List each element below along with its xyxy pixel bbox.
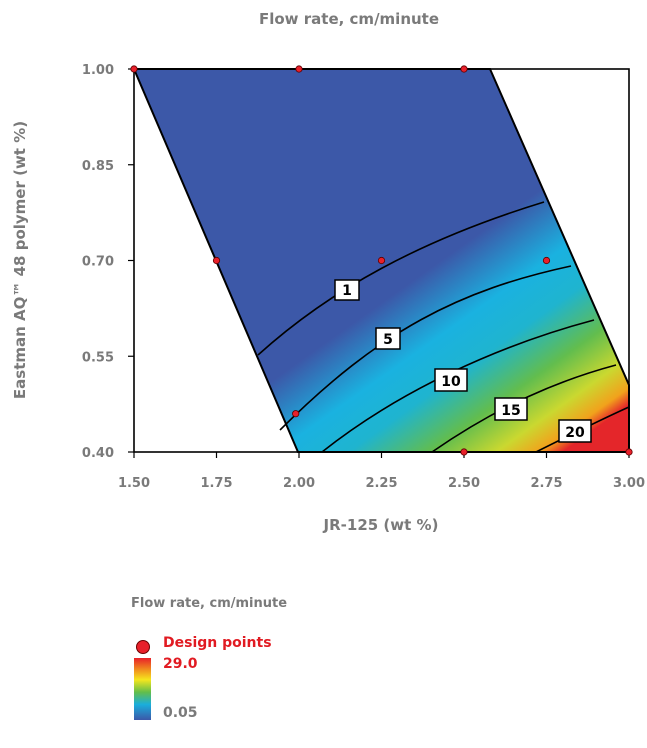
x-tick-label: 1.75 <box>200 476 232 491</box>
legend-title: Flow rate, cm/minute <box>131 596 288 611</box>
y-axis-title: Eastman AQ™ 48 polymer (wt %) <box>11 121 29 399</box>
svg-text:5: 5 <box>383 332 393 348</box>
svg-text:20: 20 <box>565 425 585 441</box>
y-tick-label: 0.55 <box>82 350 114 365</box>
x-tick-label: 3.00 <box>613 476 645 491</box>
design-point <box>377 256 386 265</box>
contour-1 <box>257 201 545 356</box>
design-point-marker-icon <box>136 640 150 654</box>
design-point <box>212 256 221 265</box>
x-tick-label: 2.50 <box>448 476 480 491</box>
colorbar <box>134 658 151 720</box>
legend-design-points-label: Design points <box>163 635 272 651</box>
contour-15 <box>431 364 617 452</box>
y-tick-label: 0.70 <box>82 255 114 270</box>
contour-label-10: 10 <box>434 368 468 392</box>
design-point <box>292 410 300 418</box>
contour-label-1: 1 <box>334 279 360 301</box>
svg-text:1: 1 <box>342 283 352 299</box>
y-tick-label: 0.40 <box>82 446 114 461</box>
x-tick-label: 2.25 <box>365 476 397 491</box>
design-point <box>460 448 468 456</box>
design-point <box>625 448 633 456</box>
y-tick-label: 1.00 <box>82 63 114 78</box>
svg-text:10: 10 <box>441 374 461 390</box>
design-points <box>130 65 633 456</box>
x-tick-label: 2.75 <box>530 476 562 491</box>
colorbar-min-label: 0.05 <box>163 705 198 721</box>
design-point <box>542 256 551 265</box>
x-tick-label: 1.50 <box>118 476 150 491</box>
y-tick-label: 0.85 <box>82 159 114 174</box>
svg-text:15: 15 <box>501 403 520 419</box>
x-axis-title: JR-125 (wt %) <box>323 516 439 534</box>
design-point <box>130 65 138 73</box>
colorbar-max-label: 29.0 <box>163 656 198 672</box>
design-point <box>295 65 303 73</box>
chart-title: Flow rate, cm/minute <box>259 10 439 28</box>
contour-label-20: 20 <box>558 419 592 443</box>
contour-label-5: 5 <box>375 327 401 350</box>
contour-5 <box>279 265 572 431</box>
contour-label-15: 15 <box>494 397 528 421</box>
design-point <box>460 65 468 73</box>
x-tick-label: 2.00 <box>283 476 315 491</box>
